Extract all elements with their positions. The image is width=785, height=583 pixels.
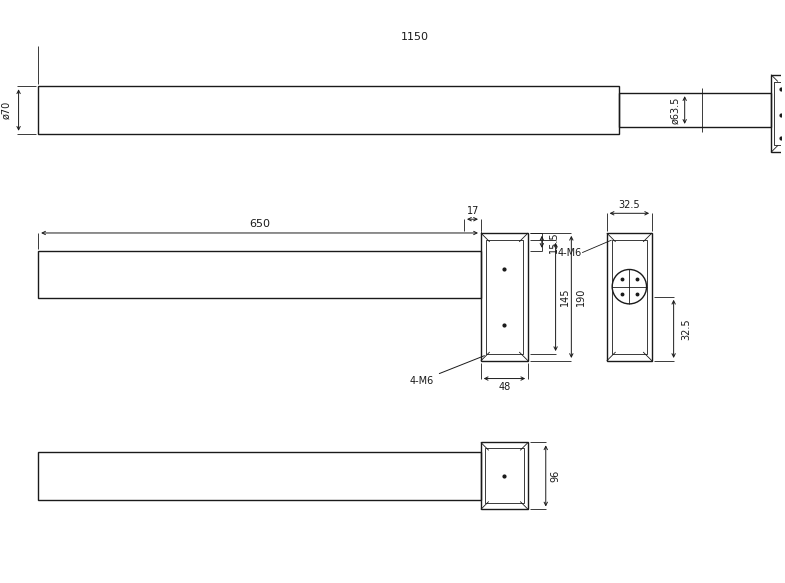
Text: 48: 48 (498, 382, 510, 392)
Text: 4-M6: 4-M6 (558, 248, 582, 258)
Text: 32.5: 32.5 (681, 318, 692, 340)
Text: 4-M6: 4-M6 (410, 356, 484, 385)
Text: 96: 96 (550, 470, 560, 482)
Bar (774, 82, 785, 145)
Bar (607, 233, 652, 361)
Text: 145: 145 (560, 287, 571, 306)
Text: ø70: ø70 (2, 101, 12, 119)
Text: 32.5: 32.5 (619, 201, 641, 210)
Text: 650: 650 (249, 219, 270, 229)
Bar (485, 448, 524, 504)
Bar (38, 251, 481, 298)
Bar (481, 233, 528, 361)
Bar (612, 240, 647, 354)
Bar (619, 93, 771, 127)
Bar (38, 452, 481, 500)
Bar (486, 240, 523, 354)
Text: 1150: 1150 (400, 32, 429, 42)
Bar (38, 86, 619, 134)
Bar (481, 442, 528, 510)
Text: 190: 190 (576, 288, 586, 306)
Text: ø63.5: ø63.5 (670, 96, 680, 124)
Bar (771, 75, 785, 152)
Text: 17: 17 (467, 206, 479, 216)
Text: 15.5: 15.5 (549, 231, 559, 252)
